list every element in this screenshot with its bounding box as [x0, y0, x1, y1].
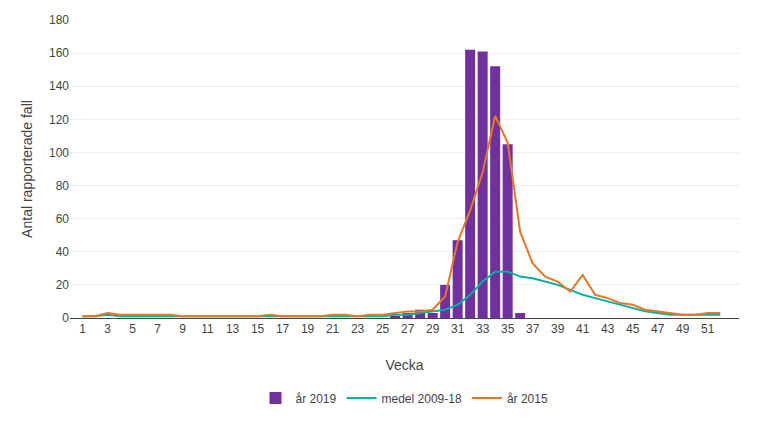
- svg-text:51: 51: [701, 322, 715, 336]
- svg-text:5: 5: [129, 322, 136, 336]
- svg-text:120: 120: [49, 113, 69, 127]
- svg-text:37: 37: [526, 322, 540, 336]
- svg-text:20: 20: [56, 278, 70, 292]
- svg-text:27: 27: [401, 322, 415, 336]
- svg-text:45: 45: [626, 322, 640, 336]
- svg-text:160: 160: [49, 46, 69, 60]
- svg-text:15: 15: [251, 322, 265, 336]
- svg-text:29: 29: [426, 322, 440, 336]
- svg-text:Vecka: Vecka: [385, 357, 423, 373]
- svg-text:140: 140: [49, 79, 69, 93]
- svg-text:23: 23: [351, 322, 365, 336]
- svg-text:1: 1: [79, 322, 86, 336]
- svg-text:40: 40: [56, 245, 70, 259]
- svg-text:180: 180: [49, 13, 69, 27]
- svg-text:17: 17: [276, 322, 290, 336]
- svg-text:41: 41: [576, 322, 590, 336]
- svg-text:100: 100: [49, 146, 69, 160]
- svg-text:35: 35: [501, 322, 515, 336]
- svg-text:år 2019: år 2019: [296, 392, 337, 406]
- svg-text:33: 33: [476, 322, 490, 336]
- svg-text:0: 0: [62, 311, 69, 325]
- svg-text:9: 9: [179, 322, 186, 336]
- svg-text:60: 60: [56, 212, 70, 226]
- svg-text:medel 2009-18: medel 2009-18: [382, 392, 462, 406]
- svg-text:7: 7: [154, 322, 161, 336]
- svg-text:80: 80: [56, 179, 70, 193]
- svg-text:43: 43: [601, 322, 615, 336]
- svg-text:25: 25: [376, 322, 390, 336]
- svg-text:21: 21: [326, 322, 340, 336]
- svg-text:3: 3: [104, 322, 111, 336]
- svg-text:47: 47: [651, 322, 665, 336]
- svg-text:49: 49: [676, 322, 690, 336]
- svg-text:31: 31: [451, 322, 465, 336]
- svg-text:Antal rapporterade fall: Antal rapporterade fall: [19, 100, 35, 238]
- svg-text:11: 11: [201, 322, 214, 336]
- svg-text:år 2015: år 2015: [507, 392, 548, 406]
- svg-text:39: 39: [551, 322, 565, 336]
- svg-text:19: 19: [301, 322, 315, 336]
- svg-text:13: 13: [226, 322, 240, 336]
